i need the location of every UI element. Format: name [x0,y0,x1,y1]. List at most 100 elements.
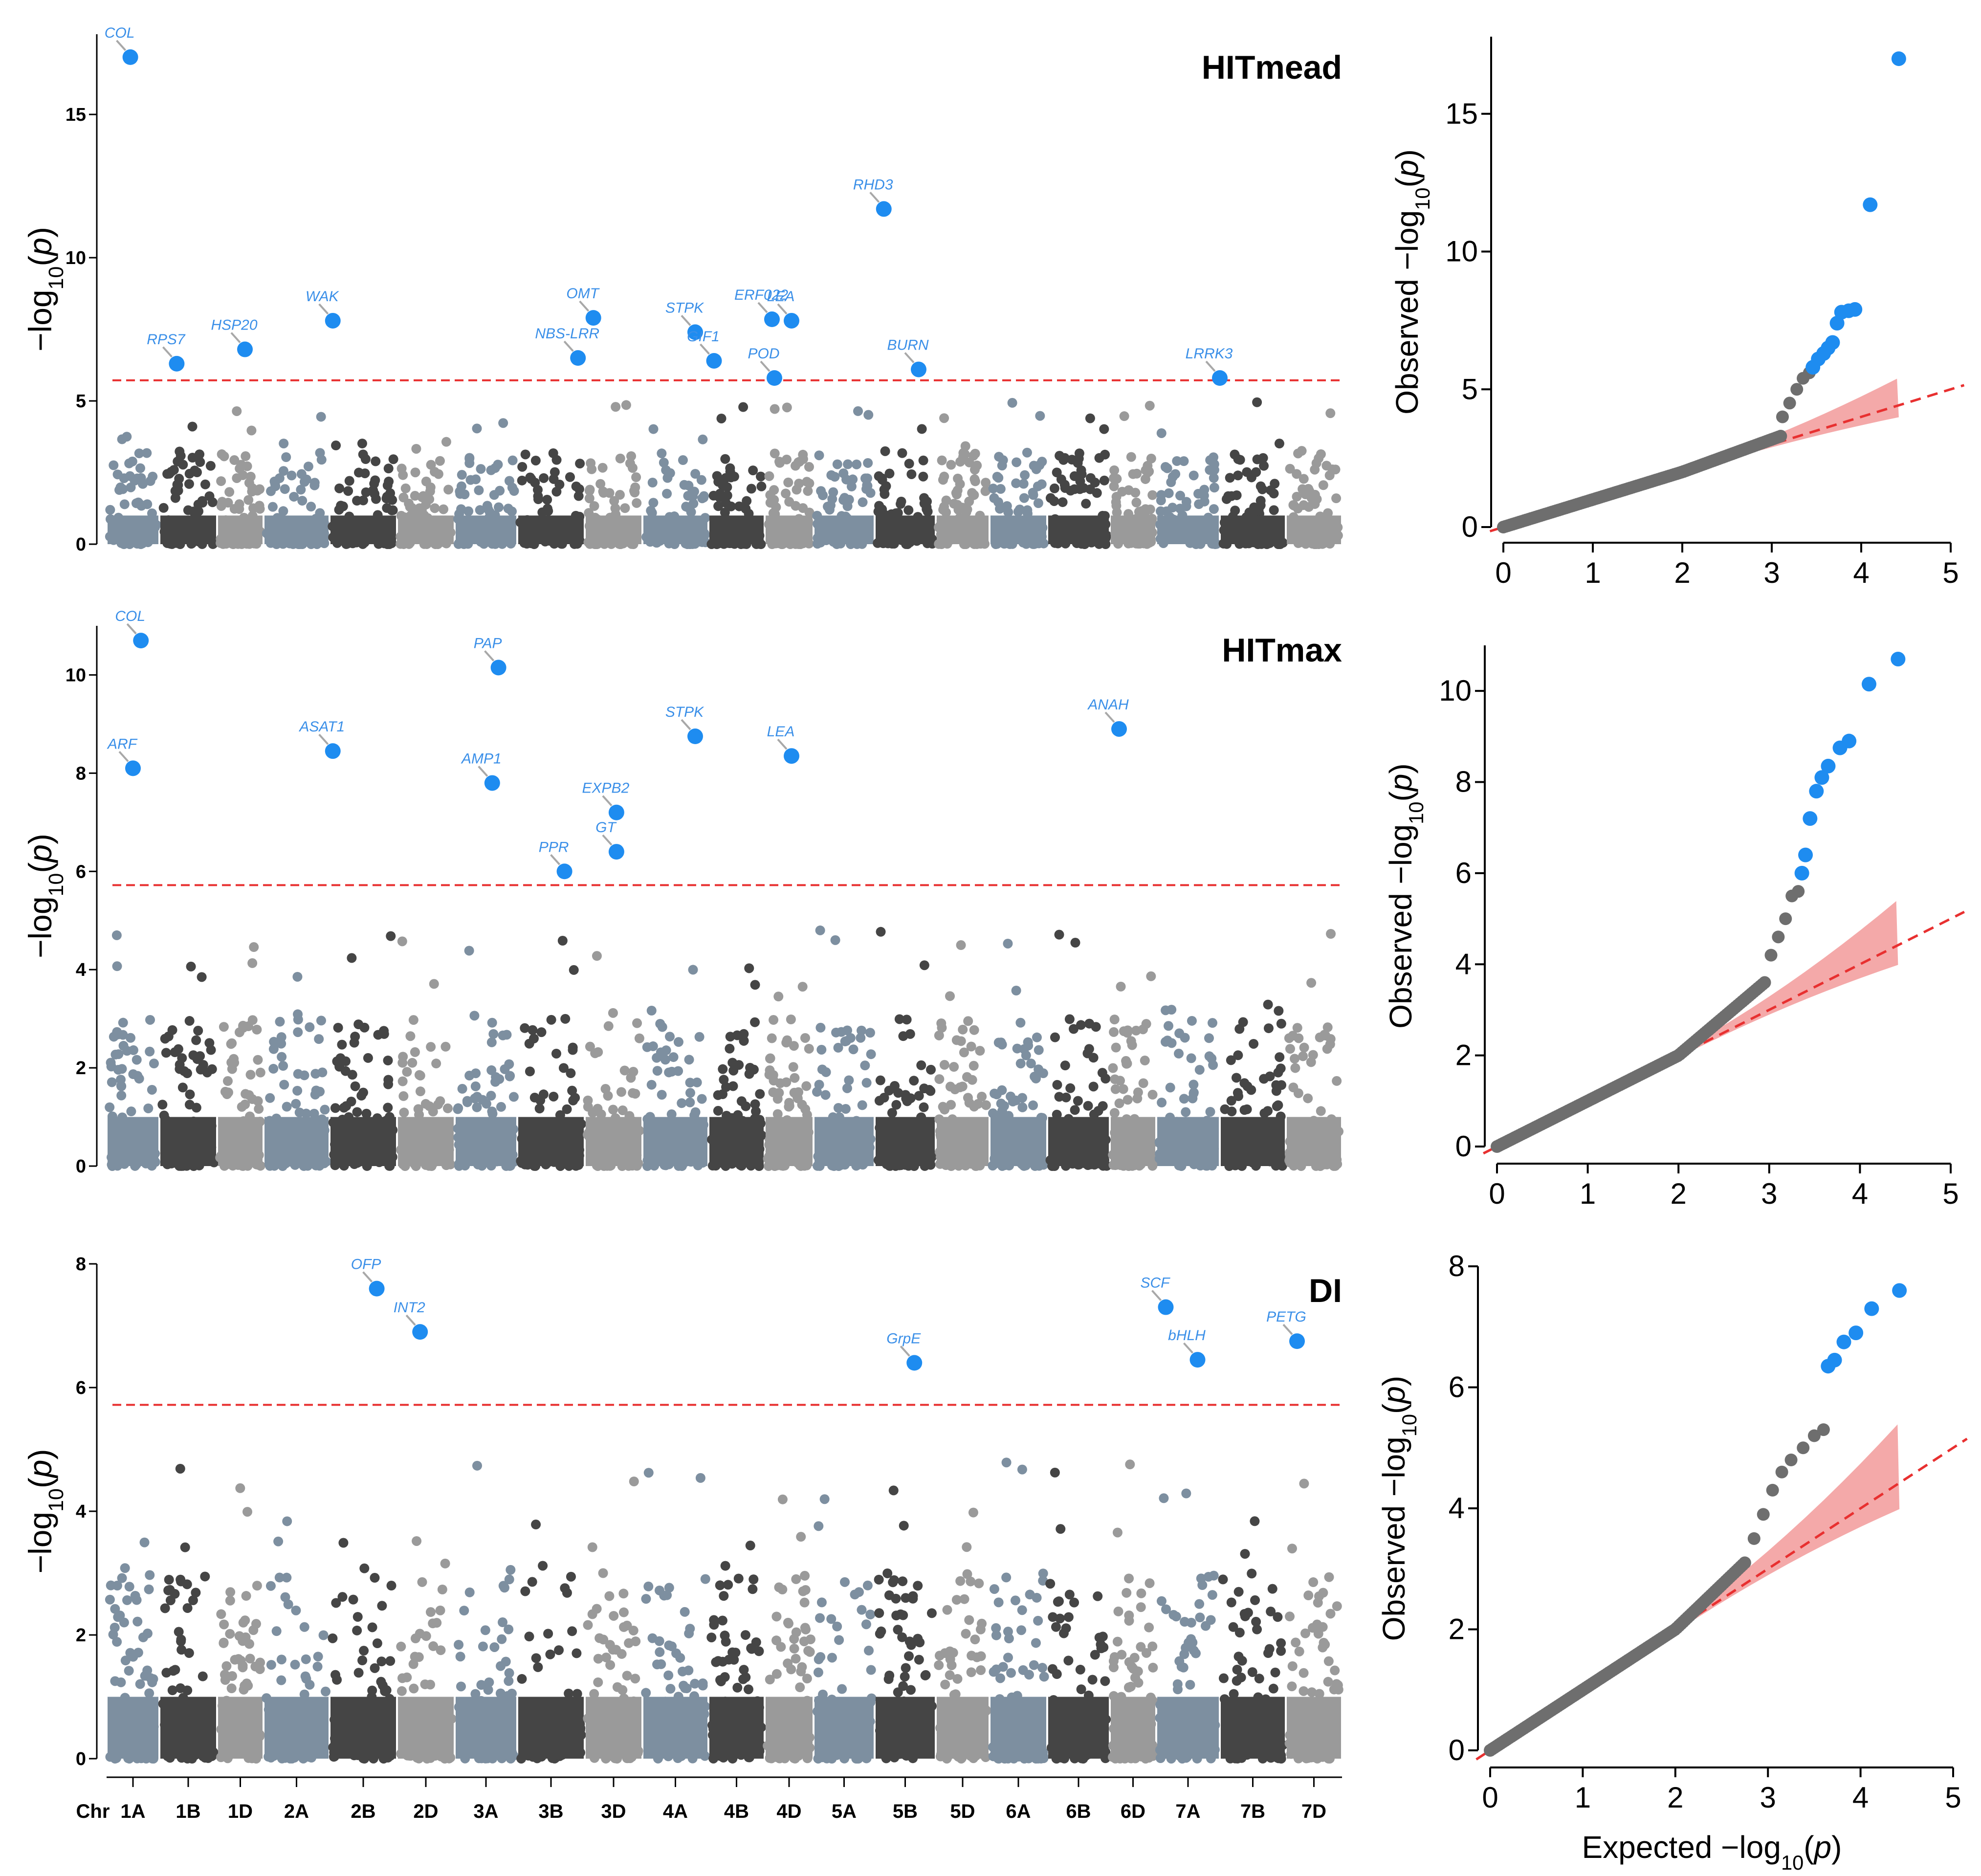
snp-point [1147,1641,1158,1652]
snp-point [715,1675,726,1685]
snp-point [1112,1636,1123,1647]
snp-point [663,1670,674,1680]
snp-point [1292,491,1302,502]
label-leader-line [869,192,880,203]
snp-point [964,1098,974,1108]
snp-point [1318,480,1328,490]
snp-point [1332,1076,1342,1086]
snp-point [115,1075,126,1085]
gene-label: STPK [665,300,704,316]
snp-point [440,1558,450,1568]
snp-point [695,1473,705,1483]
snp-point [800,1104,811,1114]
snp-point [328,1633,338,1643]
snp-point [1316,1106,1326,1116]
snp-point [301,1108,311,1119]
snp-point [475,505,485,515]
snp-point [1144,1622,1154,1633]
snp-point [1111,497,1121,507]
snp-point [296,485,306,495]
snp-point [815,1613,825,1623]
significant-hit-point [1212,370,1228,386]
snp-point [934,1651,945,1661]
snp-density-block [108,1117,158,1166]
y-axis-label: −log10(p) [22,834,68,958]
snp-point [1117,486,1127,497]
snp-point [1252,1624,1262,1634]
snp-point [966,1667,976,1677]
snp-point [244,1090,254,1100]
snp-point [472,1102,482,1112]
snp-point [652,1659,662,1670]
qq-y-axis-label: Observed −log10(p) [1383,763,1428,1029]
snp-point [597,463,608,473]
snp-point [830,935,840,945]
snp-point [357,1655,368,1665]
snp-point [1140,474,1150,484]
snp-point [605,1660,616,1670]
snp-point [664,1583,674,1593]
snp-point [1011,1595,1021,1606]
gene-label: ANAH [1087,697,1129,713]
snp-point [183,505,193,515]
snp-point [1064,1014,1075,1024]
snp-point [126,1033,136,1043]
snp-point [864,1645,874,1655]
snp-point [1294,1033,1304,1043]
snp-point [802,1674,812,1684]
snp-point [786,1015,796,1025]
snp-point [962,1569,972,1579]
snp-point [1266,1607,1276,1617]
snp-point [976,1651,986,1661]
snp-point [135,463,145,473]
snp-point [951,1595,962,1605]
snp-point [770,404,780,414]
snp-point [169,465,179,475]
snp-point [1181,1488,1191,1499]
snp-point [798,1586,808,1596]
snp-point [712,471,722,481]
snp-point [407,503,417,513]
snp-point [430,503,440,513]
snp-point [719,1591,729,1601]
snp-point [1175,490,1186,501]
snp-point [268,1063,279,1074]
snp-point [317,1067,328,1078]
snp-point [110,1604,120,1614]
snp-point [725,1043,735,1054]
snp-point [122,1046,132,1056]
snp-point [252,1024,262,1035]
snp-point [116,1090,127,1101]
snp-point [652,1066,662,1076]
snp-point [837,1684,847,1694]
snp-point [716,413,726,423]
snp-point [370,1573,380,1583]
snp-point [379,1684,390,1694]
snp-point [1081,499,1091,509]
snp-point [1012,457,1022,467]
snp-point [145,1046,155,1057]
snp-point [282,1516,292,1526]
label-leader-line [904,352,915,363]
snp-point [1001,1572,1012,1583]
snp-point [531,1653,541,1663]
snp-point [1233,1050,1243,1060]
snp-point [901,1593,911,1603]
snp-point [861,1078,872,1088]
snp-point [453,1103,463,1113]
snp-point [142,1665,153,1676]
y-tick-label: 4 [76,960,86,980]
snp-density-block [330,1117,396,1166]
snp-point [276,1675,286,1685]
snp-point [642,1042,652,1052]
snp-point [830,472,840,482]
snp-point [384,476,394,486]
snp-point [520,1586,530,1596]
qq-point [1790,383,1804,396]
snp-point [1007,397,1017,408]
snp-point [1239,1078,1250,1088]
snp-point [1122,1028,1132,1038]
snp-point [278,1061,288,1071]
snp-point [939,413,949,423]
snp-density-block [709,515,764,544]
